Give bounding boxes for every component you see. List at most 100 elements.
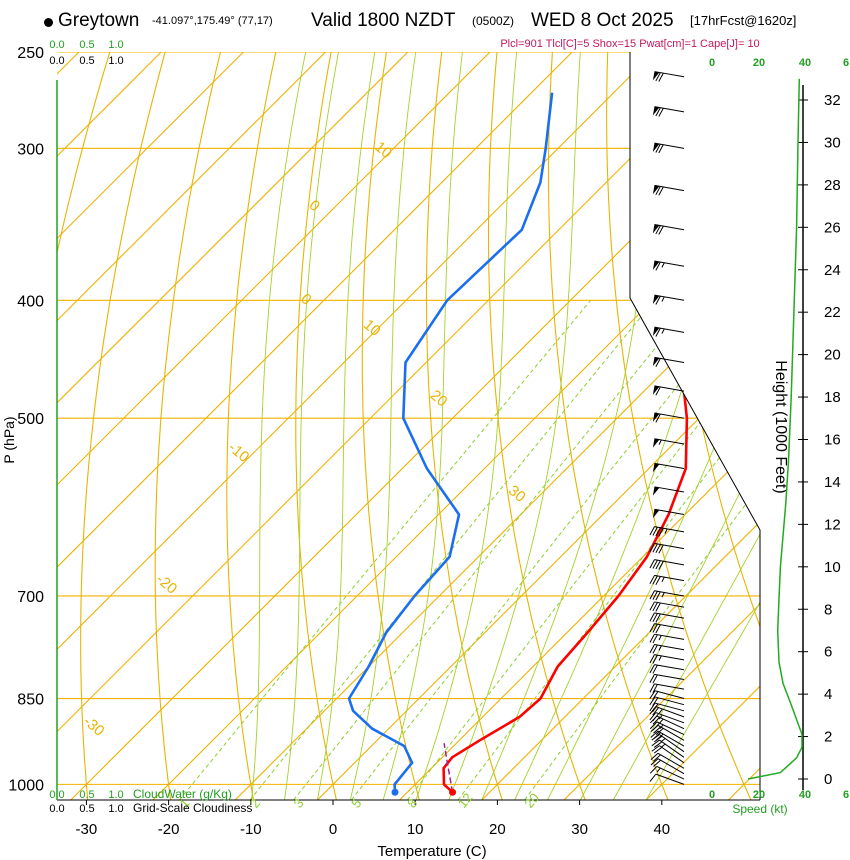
- wind-barb-half-flag: [660, 738, 666, 743]
- wind-barb-half-flag: [660, 743, 666, 748]
- speed-tick-bottom: 0: [709, 789, 715, 801]
- wind-barb-pennant: [652, 224, 660, 234]
- station-name: Greytown: [58, 10, 140, 31]
- wind-barb-half-flag: [664, 528, 668, 534]
- wind-barb-flag: [653, 746, 663, 754]
- wind-barb-flag: [652, 602, 658, 612]
- wind-barb-staff: [657, 730, 685, 747]
- height-tick-label: 8: [824, 601, 832, 618]
- wind-barb-flag: [650, 752, 659, 760]
- wind-barb-flag: [649, 644, 655, 654]
- wind-barb-flag: [649, 590, 655, 600]
- wind-barb-staff: [655, 773, 685, 785]
- height-tick-label: 28: [824, 177, 841, 194]
- wind-barb-flag: [653, 726, 661, 734]
- dry-adiabat-label: 10: [360, 316, 384, 340]
- wind-barb-staff: [654, 623, 685, 630]
- speed-tick-bottom: 6: [843, 789, 849, 801]
- wind-barb-pennant: [652, 143, 660, 152]
- wind-barb-flag: [658, 107, 664, 117]
- temperature-tick-label: 40: [653, 821, 670, 838]
- wind-speed-profile: [747, 78, 803, 780]
- wind-barb-flag: [652, 526, 658, 536]
- mixing-ratio-line: [524, 299, 760, 800]
- wind-barb-half-flag: [659, 718, 664, 724]
- wind-barbs: [649, 71, 685, 785]
- wind-barb-flag: [652, 575, 658, 585]
- cloudiness-scale-bottom: 1.0: [108, 803, 123, 815]
- mixing-ratio-line: [293, 299, 695, 800]
- speed-label: Speed (kt): [732, 802, 787, 816]
- cloudiness-scale-bottom: 0.0: [49, 803, 64, 815]
- wind-barb-flag: [649, 674, 655, 683]
- speed-tick-top: 0: [709, 57, 715, 69]
- wind-barb-pennant: [652, 295, 660, 304]
- wind-barb-flag: [650, 758, 659, 766]
- parcel-info: Plcl=901 Tlcl[C]=5 Shox=15 Pwat[cm]=1 Ca…: [500, 38, 760, 50]
- wind-barb-half-flag: [661, 592, 665, 598]
- wind-barb-staff: [654, 654, 685, 661]
- wind-barb-staff: [654, 412, 685, 419]
- temperature-tick-label: -10: [240, 821, 262, 838]
- wind-barb-flag: [649, 601, 655, 611]
- surface-temperature-dot: [449, 788, 457, 796]
- height-tick-label: 6: [824, 644, 832, 661]
- dry-adiabat-label: -20: [153, 571, 181, 598]
- moist-adiabat-line: [612, 52, 760, 800]
- wind-barb-half-flag: [661, 576, 665, 583]
- parcel-path: [443, 743, 454, 793]
- wind-barb-flag: [655, 602, 661, 612]
- mixing-ratio-line: [407, 299, 760, 800]
- wind-barb-flag: [655, 143, 661, 153]
- pressure-tick-label: 850: [17, 692, 44, 709]
- wind-barb-flag: [652, 591, 658, 600]
- wind-barb-staff: [656, 721, 685, 736]
- moist-adiabat-line: [415, 52, 518, 800]
- wind-barb-flag: [658, 72, 664, 82]
- wind-barb-flag: [652, 684, 658, 694]
- wind-barb-flag: [649, 664, 655, 674]
- dewpoint-profile: [347, 92, 554, 793]
- wind-barb-flag: [649, 721, 658, 730]
- wind-barb-staff: [654, 526, 685, 533]
- wind-barb-flag: [651, 739, 660, 747]
- isotherm-line: [234, 52, 760, 800]
- cloudiness-scale-top: 1.0: [108, 55, 123, 67]
- chart-frame: [56, 52, 761, 801]
- dry-adiabat-line: [662, 52, 760, 800]
- wind-barb-flag: [655, 327, 661, 337]
- moist-adiabat-line: [382, 52, 463, 800]
- wind-barb-staff: [654, 612, 685, 619]
- wind-barb-staff: [657, 752, 685, 769]
- wind-barb-flag: [649, 526, 655, 536]
- y-axis-label: P (hPa): [1, 416, 17, 463]
- isotherm-line: [57, 52, 409, 800]
- wind-barb-staff: [659, 734, 685, 753]
- wind-barb-flag: [649, 683, 655, 693]
- wind-barb-flag: [655, 72, 661, 82]
- dry-adiabat-line: [361, 52, 420, 800]
- dry-adiabat-label: 0: [306, 197, 323, 215]
- wind-barb-pennant: [652, 463, 660, 473]
- height-tick-label: 18: [824, 389, 841, 406]
- wind-barb-flag: [652, 674, 658, 684]
- wind-barb-flag: [652, 613, 658, 623]
- cloud-water-scale-top: 0.0: [49, 39, 64, 51]
- dry-adiabat-label: 30: [505, 482, 529, 506]
- temperature-tick-label: 0: [329, 821, 337, 838]
- wind-barb-flag: [649, 766, 658, 774]
- isotherm-line: [317, 52, 760, 800]
- moist-adiabat-line: [448, 52, 581, 800]
- wind-barb-flag: [649, 543, 655, 552]
- speed-tick-top: 40: [799, 57, 811, 69]
- wind-barb-flag: [652, 713, 660, 722]
- dry-adiabat-line: [425, 52, 503, 800]
- temperature-tick-label: 30: [571, 821, 588, 838]
- speed-tick-top: 6: [843, 57, 849, 69]
- wind-barb-flag: [652, 691, 659, 700]
- wind-barb-staff: [654, 664, 685, 671]
- wind-barb-flag: [650, 730, 659, 738]
- wind-barb-pennant: [652, 185, 660, 195]
- wind-barb-flag: [655, 358, 661, 367]
